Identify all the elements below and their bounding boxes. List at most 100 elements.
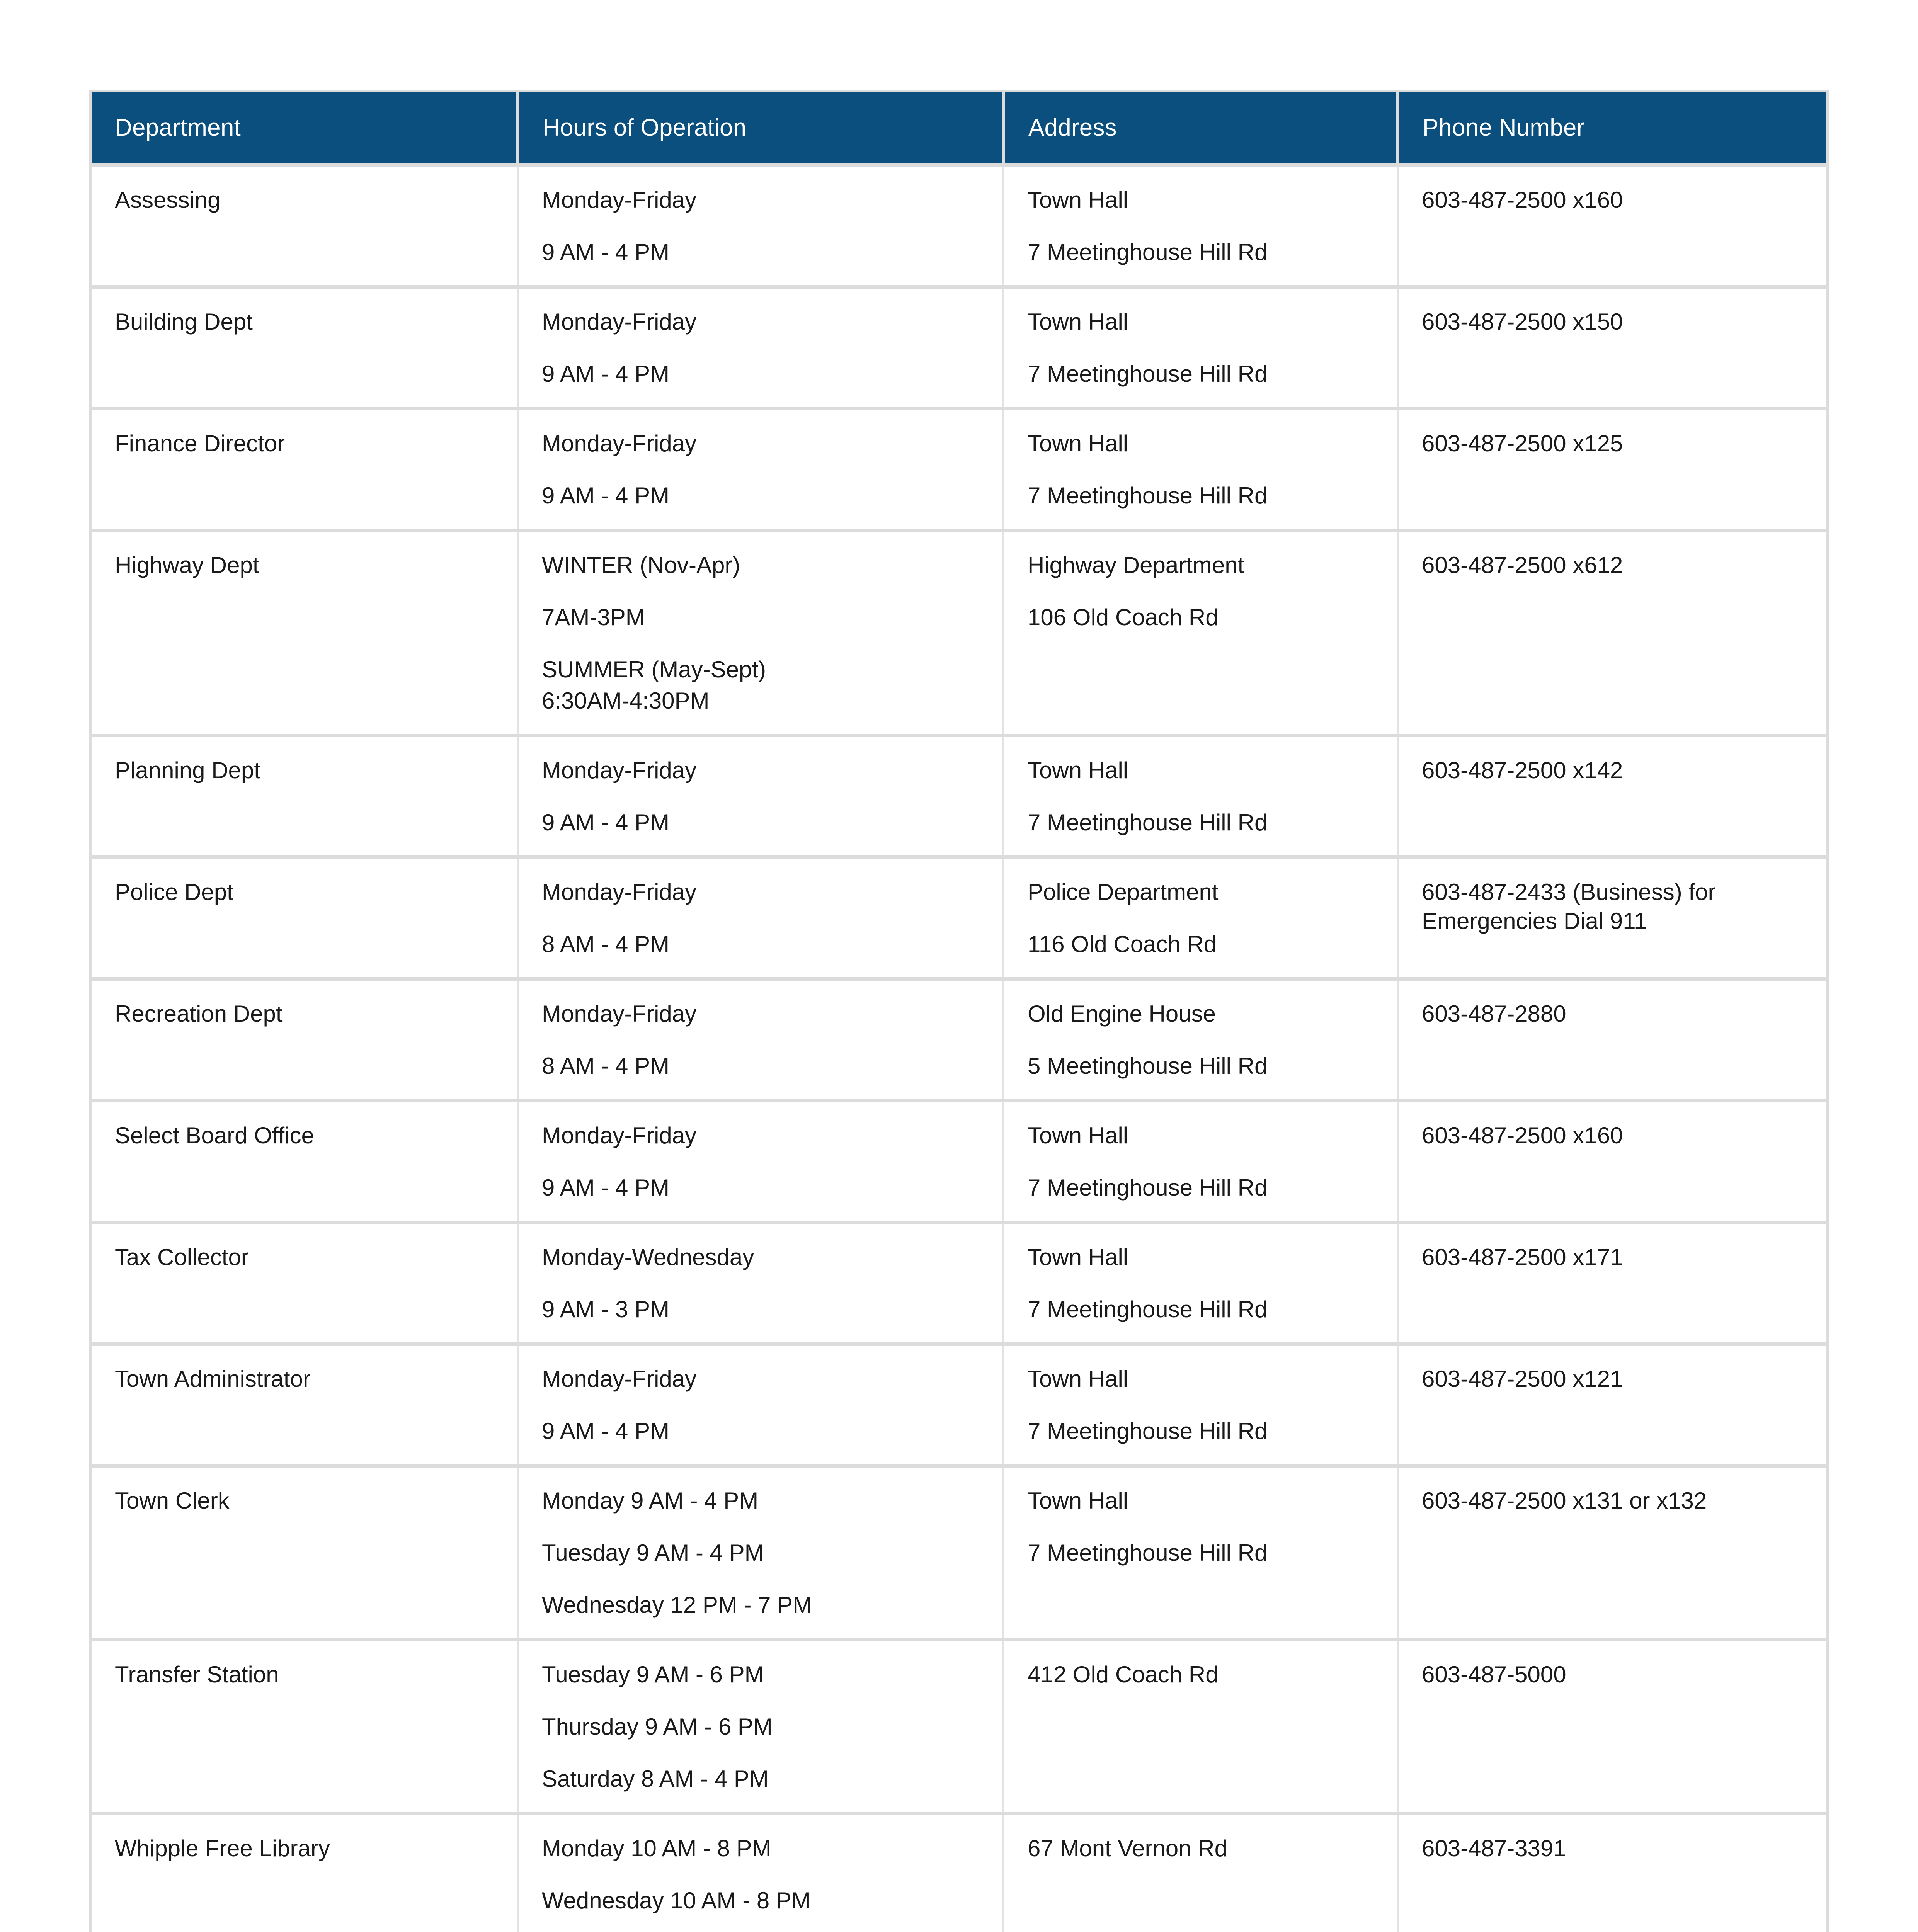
- department-name: Highway Dept: [115, 552, 259, 578]
- table-row: Town Clerk Monday 9 AM - 4 PM Tuesday 9 AM…: [90, 1466, 1828, 1642]
- column-header-hours-of-operation: Hours of Operation: [517, 91, 1005, 167]
- cell-hours-line: Tuesday 9 AM - 6 PM: [542, 1662, 764, 1688]
- cell-address-line: Town Hall: [1028, 187, 1128, 213]
- cell-address-line: Town Hall: [1028, 757, 1128, 784]
- cell-address: Town Hall 7 Meetinghouse Hill Rd: [1003, 1100, 1399, 1225]
- cell-phone: 603-487-2500 x171: [1397, 1222, 1828, 1346]
- cell-department: Recreation Dept: [90, 979, 519, 1103]
- cell-address-line: 7 Meetinghouse Hill Rd: [1028, 1418, 1268, 1444]
- cell-address-line: Police Department: [1028, 879, 1219, 905]
- table-row: Police Dept Monday-Friday 8 AM - 4 PM Polic…: [90, 857, 1828, 981]
- cell-address-line: 67 Mont Vernon Rd: [1028, 1835, 1228, 1862]
- cell-phone: 603-487-2500 x125: [1397, 408, 1828, 532]
- cell-department: Transfer Station: [90, 1639, 519, 1816]
- column-header-address: Address: [1003, 91, 1399, 167]
- cell-hours: Monday-Friday 8 AM - 4 PM: [517, 979, 1004, 1103]
- cell-hours-line: 9 AM - 4 PM: [542, 1175, 670, 1201]
- table-row: Assessing Monday-Friday 9 AM - 4 PM Town Ha…: [90, 165, 1828, 289]
- cell-hours: Monday-Friday 9 AM - 4 PM: [517, 1100, 1004, 1225]
- cell-department: Tax Collector: [90, 1222, 519, 1346]
- cell-department: Building Dept: [90, 287, 519, 411]
- cell-department: Finance Director: [90, 408, 519, 532]
- cell-hours-line: 8 AM - 4 PM: [542, 1053, 670, 1079]
- table-row: Highway Dept WINTER (Nov-Apr) 7AM-3PM SUMME…: [90, 530, 1828, 738]
- cell-hours-line: Wednesday 12 PM - 7 PM: [542, 1592, 812, 1618]
- cell-phone: 603-487-2500 x142: [1397, 735, 1828, 859]
- cell-phone: 603-487-2500 x160: [1397, 165, 1828, 289]
- cell-address-lines: 67 Mont Vernon Rd: [1028, 1834, 1373, 1863]
- cell-department: Assessing: [90, 165, 519, 289]
- table-row: Finance Director Monday-Friday 9 AM - 4 PM…: [90, 408, 1828, 532]
- cell-hours-line: 9 AM - 3 PM: [542, 1296, 670, 1323]
- table-header: Department Hours of Operation Address Ph…: [90, 91, 1828, 167]
- cell-address-line: 7 Meetinghouse Hill Rd: [1028, 483, 1268, 509]
- cell-hours-line: Saturday 8 AM - 4 PM: [542, 1766, 769, 1792]
- department-name: Police Dept: [115, 879, 233, 905]
- cell-address: Town Hall 7 Meetinghouse Hill Rd: [1003, 165, 1399, 289]
- table-row: Transfer Station Tuesday 9 AM - 6 PM Thurs…: [90, 1639, 1828, 1816]
- phone-number: 603-487-2500 x150: [1422, 309, 1623, 335]
- cell-hours-lines: Monday-Wednesday 9 AM - 3 PM: [542, 1243, 979, 1324]
- cell-address-line: Old Engine House: [1028, 1001, 1216, 1027]
- cell-department: Whipple Free Library: [90, 1813, 519, 1932]
- phone-number: 603-487-2433 (Business) for Emergencies …: [1422, 879, 1716, 934]
- cell-department: Town Administrator: [90, 1344, 519, 1468]
- department-name: Assessing: [115, 187, 221, 213]
- cell-phone: 603-487-3391: [1397, 1813, 1828, 1932]
- cell-hours: Monday-Friday 9 AM - 4 PM: [517, 735, 1004, 859]
- cell-address-line: 7 Meetinghouse Hill Rd: [1028, 239, 1268, 265]
- column-header-department: Department: [90, 91, 519, 167]
- cell-hours-line: 6:30AM-4:30PM: [542, 688, 710, 714]
- department-name: Whipple Free Library: [115, 1835, 330, 1862]
- cell-address-lines: 412 Old Coach Rd: [1028, 1660, 1373, 1689]
- cell-hours-lines: Monday-Friday 9 AM - 4 PM: [542, 185, 979, 267]
- cell-hours-line: SUMMER (May-Sept): [542, 656, 766, 683]
- cell-hours: Monday-Friday 9 AM - 4 PM: [517, 408, 1004, 532]
- cell-hours: Monday-Friday 9 AM - 4 PM: [517, 287, 1004, 411]
- table-row: Whipple Free Library Monday 10 AM - 8 PM W…: [90, 1813, 1828, 1932]
- cell-address-line: 7 Meetinghouse Hill Rd: [1028, 361, 1268, 387]
- cell-address-line: Town Hall: [1028, 430, 1128, 457]
- cell-address: Town Hall 7 Meetinghouse Hill Rd: [1003, 408, 1399, 532]
- cell-address: Town Hall 7 Meetinghouse Hill Rd: [1003, 287, 1399, 411]
- phone-number: 603-487-2500 x142: [1422, 757, 1623, 784]
- cell-hours-lines: Monday-Friday 9 AM - 4 PM: [542, 1121, 979, 1202]
- cell-address-line: 116 Old Coach Rd: [1028, 931, 1217, 957]
- phone-number: 603-487-2500 x171: [1422, 1244, 1623, 1270]
- cell-address: Police Department 116 Old Coach Rd: [1003, 857, 1399, 981]
- column-header-phone-number: Phone Number: [1397, 91, 1828, 167]
- cell-hours-line: Monday-Friday: [542, 879, 697, 905]
- department-table-container: Department Hours of Operation Address Ph…: [89, 90, 1829, 1932]
- cell-department: Town Clerk: [90, 1466, 519, 1642]
- cell-address-lines: Town Hall 7 Meetinghouse Hill Rd: [1028, 1486, 1373, 1567]
- cell-address-lines: Town Hall 7 Meetinghouse Hill Rd: [1028, 1121, 1373, 1202]
- table-row: Tax Collector Monday-Wednesday 9 AM - 3 PM…: [90, 1222, 1828, 1346]
- cell-address-lines: Town Hall 7 Meetinghouse Hill Rd: [1028, 307, 1373, 388]
- cell-phone: 603-487-2500 x612: [1397, 530, 1828, 738]
- cell-hours-line: Monday-Friday: [542, 1001, 697, 1027]
- cell-hours-lines: Monday-Friday 9 AM - 4 PM: [542, 307, 979, 388]
- cell-address: Town Hall 7 Meetinghouse Hill Rd: [1003, 735, 1399, 859]
- cell-hours-line: 9 AM - 4 PM: [542, 483, 670, 509]
- cell-address-lines: Police Department 116 Old Coach Rd: [1028, 878, 1373, 959]
- cell-address: Old Engine House 5 Meetinghouse Hill Rd: [1003, 979, 1399, 1103]
- cell-hours-line: Monday-Friday: [542, 309, 697, 335]
- cell-hours-line: Monday-Friday: [542, 1366, 697, 1392]
- cell-hours-line: Wednesday 10 AM - 8 PM: [542, 1888, 811, 1914]
- cell-hours-line: 9 AM - 4 PM: [542, 239, 670, 265]
- cell-address-line: 7 Meetinghouse Hill Rd: [1028, 1540, 1268, 1566]
- cell-address-line: 7 Meetinghouse Hill Rd: [1028, 1296, 1268, 1323]
- cell-address-lines: Town Hall 7 Meetinghouse Hill Rd: [1028, 1364, 1373, 1446]
- cell-address-lines: Town Hall 7 Meetinghouse Hill Rd: [1028, 756, 1373, 837]
- cell-department: Select Board Office: [90, 1100, 519, 1225]
- cell-address-lines: Town Hall 7 Meetinghouse Hill Rd: [1028, 1243, 1373, 1324]
- cell-hours-line: Monday 10 AM - 8 PM: [542, 1835, 771, 1862]
- cell-hours-line: Tuesday 9 AM - 4 PM: [542, 1540, 764, 1566]
- department-name: Town Administrator: [115, 1366, 311, 1392]
- cell-address-line: 7 Meetinghouse Hill Rd: [1028, 1175, 1268, 1201]
- cell-address-line: Highway Department: [1028, 552, 1244, 578]
- department-name: Building Dept: [115, 309, 253, 335]
- cell-hours-lines: Monday-Friday 9 AM - 4 PM: [542, 1364, 979, 1446]
- cell-hours-line: Monday-Friday: [542, 430, 697, 457]
